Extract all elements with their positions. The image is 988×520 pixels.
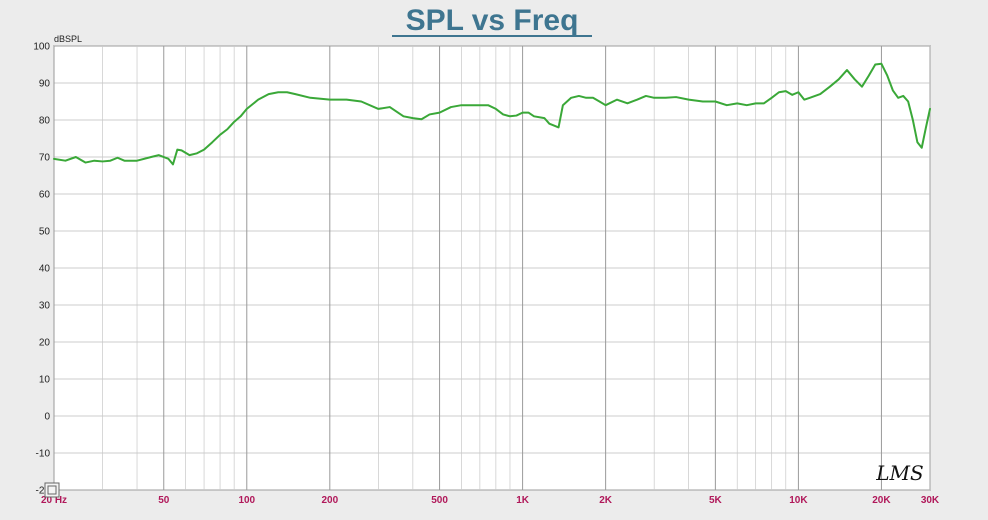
y-tick-label: 0	[44, 412, 50, 423]
y-tick-label: 70	[39, 153, 51, 164]
corner-widget-icon[interactable]	[44, 482, 60, 498]
y-tick-label: -20	[36, 486, 51, 497]
x-tick-label: 500	[431, 495, 448, 506]
x-tick-label: 20K	[872, 495, 891, 506]
y-tick-label: 20	[39, 338, 51, 349]
y-tick-label: 60	[39, 190, 51, 201]
y-tick-label: 30	[39, 301, 51, 312]
y-tick-label: 100	[33, 42, 50, 53]
y-axis-label: dBSPL	[54, 34, 82, 44]
x-tick-label: 200	[321, 495, 338, 506]
lms-watermark: LMS	[875, 461, 923, 485]
x-tick-label: 20 Hz	[41, 495, 67, 506]
x-tick-label: 30K	[921, 495, 940, 506]
x-tick-label: 1K	[516, 495, 530, 506]
x-tick-label: 10K	[789, 495, 808, 506]
y-tick-label: 50	[39, 227, 51, 238]
y-tick-label: 80	[39, 116, 51, 127]
y-tick-label: 40	[39, 264, 51, 275]
x-axis-ticks: 20 Hz 50 100 200 500 1K 2K 5K 10K 20K 30K	[41, 495, 940, 506]
series-layer	[53, 62, 931, 166]
series-line-0	[53, 62, 931, 166]
x-tick-label: 5K	[709, 495, 723, 506]
x-tick-label: 2K	[599, 495, 613, 506]
y-tick-label: 90	[39, 79, 51, 90]
chart-title: SPL vs Freq	[406, 4, 579, 37]
x-tick-label: 50	[158, 495, 170, 506]
y-tick-label: -10	[36, 449, 51, 460]
x-tick-label: 100	[238, 495, 255, 506]
y-tick-label: 10	[39, 375, 51, 386]
grid	[53, 45, 931, 491]
